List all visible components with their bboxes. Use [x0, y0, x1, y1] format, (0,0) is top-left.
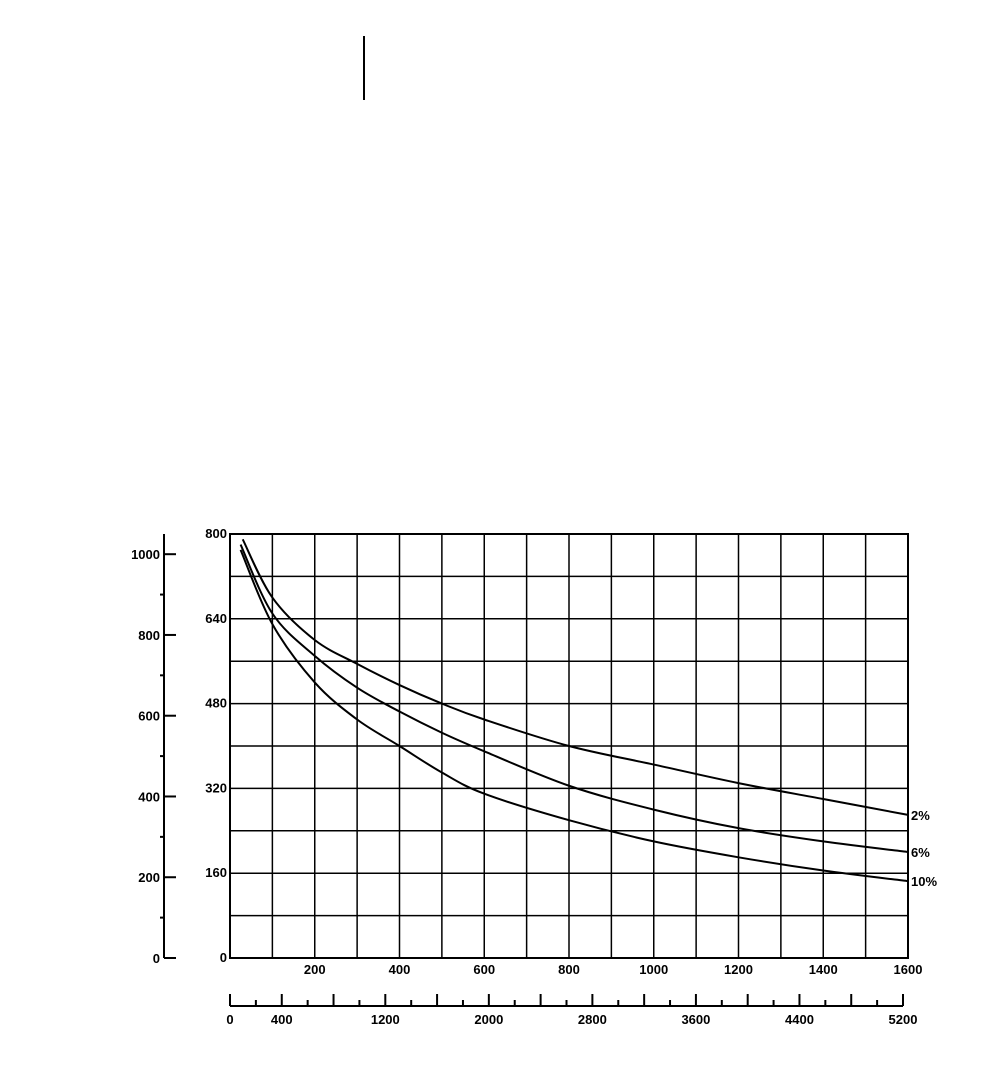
x-tick-label: 400 [389, 962, 411, 977]
secondary-x-tick-label: 4400 [785, 1012, 814, 1027]
series-line-0 [241, 538, 909, 816]
x-tick-label: 800 [558, 962, 580, 977]
secondary-y-tick-label: 800 [138, 628, 160, 643]
secondary-x-tick-label: 400 [271, 1012, 293, 1027]
secondary-y-tick-label: 0 [153, 951, 160, 966]
secondary-y-tick-label: 200 [138, 870, 160, 885]
secondary-y-axis: 0 200 400 600 800 1000 [131, 534, 176, 966]
x-tick-label: 200 [304, 962, 326, 977]
y-tick-label: 320 [205, 780, 227, 795]
x-tick-label: 1400 [809, 962, 838, 977]
secondary-x-tick-label: 0 [226, 1012, 233, 1027]
secondary-y-tick-label: 600 [138, 709, 160, 724]
secondary-x-tick-label: 2800 [578, 1012, 607, 1027]
series-label: 6% [911, 845, 930, 860]
y-tick-label: 640 [205, 611, 227, 626]
secondary-x-tick-label: 3600 [681, 1012, 710, 1027]
x-tick-label: 600 [473, 962, 495, 977]
secondary-x-tick-label: 5200 [889, 1012, 918, 1027]
y-axis-ticks: 0 160 320 480 640 800 [205, 526, 227, 965]
x-tick-label: 1000 [639, 962, 668, 977]
series-label: 2% [911, 808, 930, 823]
secondary-x-tick-label: 2000 [474, 1012, 503, 1027]
y-tick-label: 480 [205, 696, 227, 711]
secondary-y-tick-label: 1000 [131, 547, 160, 562]
series-line-2 [239, 549, 909, 883]
y-tick-label: 160 [205, 865, 227, 880]
x-tick-label: 1600 [894, 962, 923, 977]
series-labels: 2% 6% 10% [911, 808, 937, 889]
series-label: 10% [911, 874, 937, 889]
secondary-y-tick-label: 400 [138, 789, 160, 804]
x-axis-ticks: 200 400 600 800 1000 1200 1400 1600 [304, 962, 923, 977]
secondary-x-tick-label: 1200 [371, 1012, 400, 1027]
secondary-x-axis: 0 400 1200 2000 2800 3600 4400 5200 [226, 994, 917, 1027]
x-tick-label: 1200 [724, 962, 753, 977]
y-tick-label: 0 [220, 950, 227, 965]
y-tick-label: 800 [205, 526, 227, 541]
series-lines [239, 538, 909, 883]
series-line-1 [239, 544, 909, 853]
